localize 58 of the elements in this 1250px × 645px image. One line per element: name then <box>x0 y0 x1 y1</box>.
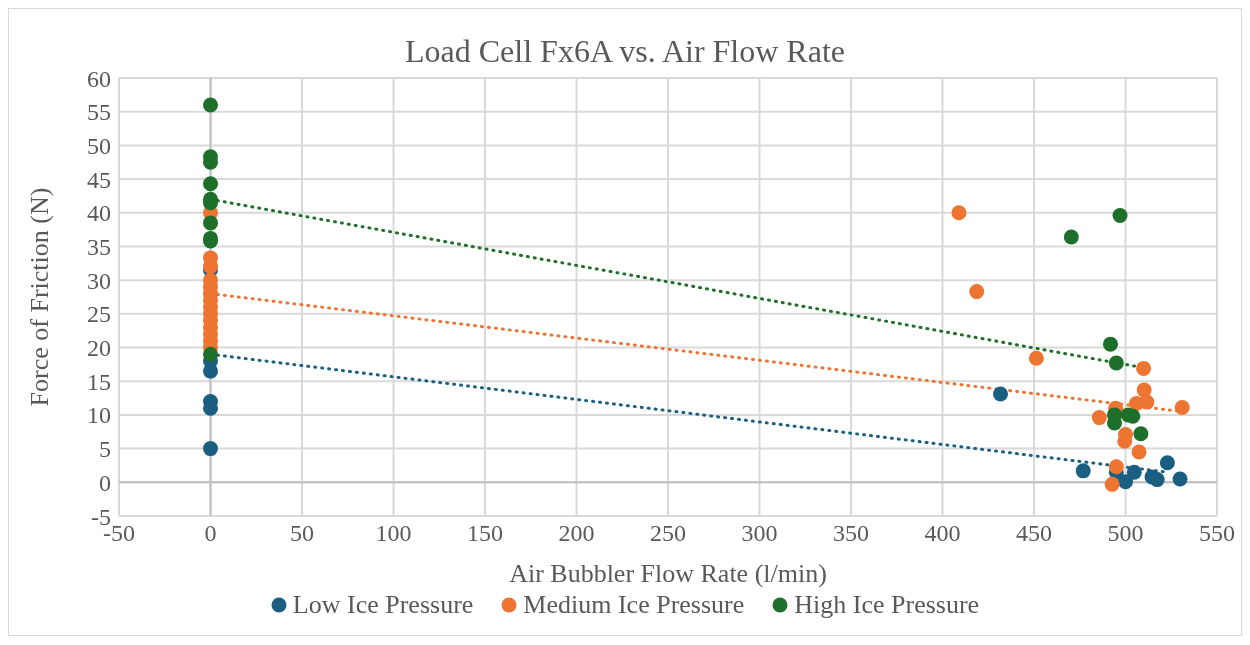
point <box>203 441 218 457</box>
point <box>951 205 967 221</box>
x-tick-label: 550 <box>1199 520 1235 547</box>
y-tick-label: 50 <box>87 132 111 159</box>
x-tick-label: 200 <box>558 520 595 547</box>
point <box>1136 360 1152 376</box>
point <box>1174 400 1190 416</box>
y-tick-label: 45 <box>87 166 111 193</box>
y-tick-label: 55 <box>87 99 111 126</box>
point <box>203 176 218 192</box>
point <box>203 215 218 231</box>
y-axis-title: Force of Friction (N) <box>25 187 55 407</box>
point <box>1063 229 1079 245</box>
x-tick-label: 250 <box>650 520 686 547</box>
y-tick-label: 10 <box>87 402 111 429</box>
x-tick-label: 150 <box>467 520 503 547</box>
y-tick-label: 60 <box>87 65 111 92</box>
x-tick-label: 100 <box>375 520 412 547</box>
point <box>1075 463 1091 479</box>
y-tick-label: 15 <box>87 368 111 395</box>
x-tick-label: 350 <box>833 520 869 547</box>
point <box>203 97 218 113</box>
y-tick-label: 35 <box>87 233 111 260</box>
point <box>1136 382 1152 398</box>
point <box>1028 350 1044 366</box>
point <box>1159 455 1175 471</box>
legend-label: High Ice Pressure <box>793 590 980 620</box>
legend-label: Medium Ice Pressure <box>522 590 745 620</box>
point <box>993 386 1009 402</box>
point <box>1104 476 1120 492</box>
chart-title: Load Cell Fx6A vs. Air Flow Rate <box>405 33 845 69</box>
point <box>1126 464 1142 480</box>
x-tick-label: 500 <box>1107 520 1144 547</box>
point <box>1112 207 1128 223</box>
y-tick-label: 5 <box>99 436 111 463</box>
y-tick-label: 30 <box>87 267 111 294</box>
point <box>203 346 218 362</box>
y-tick-label: 40 <box>87 200 111 227</box>
point <box>969 284 985 300</box>
x-axis-title: Air Bubbler Flow Rate (l/min) <box>509 559 827 588</box>
x-tick-label: 300 <box>741 520 778 547</box>
y-tick-label: 25 <box>87 301 111 328</box>
point <box>1128 395 1144 411</box>
point <box>1133 426 1149 442</box>
point <box>1102 336 1118 352</box>
legend-label: Low Ice Pressure <box>291 590 474 620</box>
y-tick-label: 20 <box>87 335 111 362</box>
y-tick-label: 0 <box>99 469 111 496</box>
point <box>1108 355 1124 371</box>
x-tick-label: 450 <box>1016 520 1052 547</box>
point <box>1091 410 1107 426</box>
x-tick-label: 0 <box>204 520 217 547</box>
point <box>1172 471 1188 487</box>
x-tick-label: 400 <box>924 520 961 547</box>
x-tick-label: 50 <box>290 520 314 547</box>
point <box>1149 472 1165 488</box>
point <box>1108 459 1124 475</box>
point <box>1131 444 1147 460</box>
